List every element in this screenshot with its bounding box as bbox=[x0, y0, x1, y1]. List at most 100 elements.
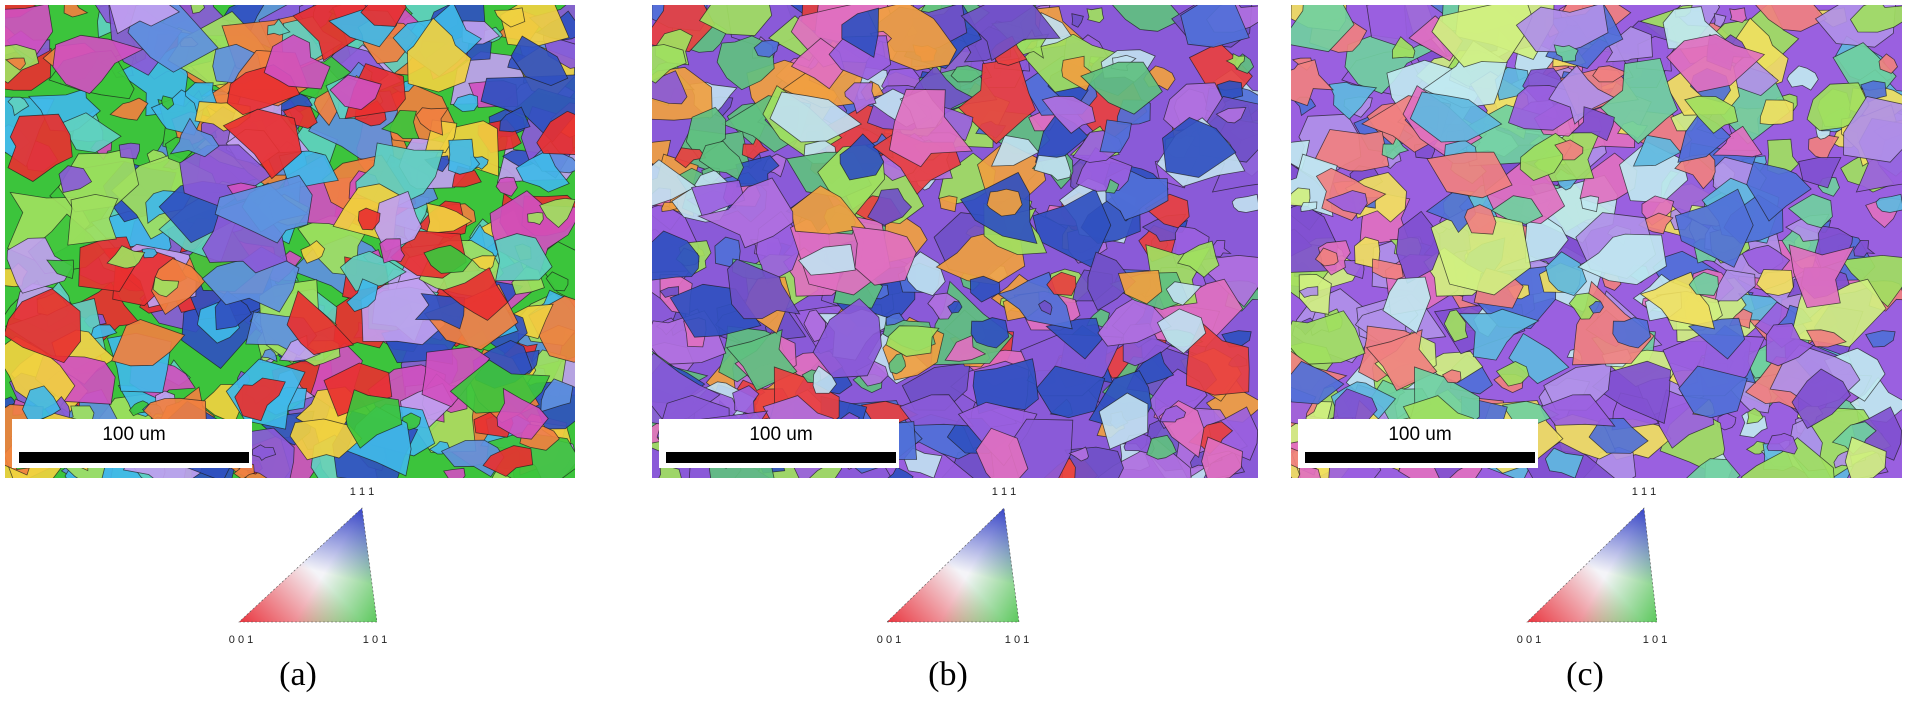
grain bbox=[944, 334, 987, 362]
grain bbox=[652, 44, 687, 84]
grain bbox=[1729, 7, 1747, 24]
grain bbox=[540, 378, 574, 413]
grain bbox=[1875, 193, 1902, 213]
grain bbox=[1553, 44, 1579, 63]
scale-bar-label: 100 um bbox=[749, 424, 812, 445]
grain bbox=[1033, 154, 1072, 181]
grain bbox=[1159, 405, 1187, 423]
grain bbox=[1678, 365, 1748, 419]
ipf-label: 0 0 1 bbox=[877, 634, 901, 646]
grain bbox=[698, 5, 773, 37]
grain bbox=[1525, 215, 1569, 264]
grain bbox=[22, 385, 62, 425]
grain bbox=[1180, 5, 1250, 48]
grain bbox=[1766, 432, 1798, 455]
grain bbox=[885, 325, 940, 357]
grain bbox=[263, 34, 331, 90]
grain bbox=[527, 212, 544, 225]
grain bbox=[1878, 53, 1898, 74]
grain bbox=[381, 109, 420, 140]
grain bbox=[1112, 5, 1184, 32]
grain bbox=[111, 319, 186, 367]
grain bbox=[1038, 299, 1053, 316]
grain bbox=[1464, 204, 1497, 235]
grain bbox=[515, 149, 570, 193]
grain bbox=[1162, 117, 1237, 178]
grain bbox=[950, 65, 987, 83]
grain bbox=[1201, 436, 1243, 478]
grain bbox=[1382, 276, 1432, 334]
grain bbox=[1291, 5, 1355, 53]
grain bbox=[169, 117, 220, 158]
grain bbox=[990, 134, 1040, 167]
grain bbox=[938, 195, 958, 213]
grain bbox=[63, 5, 89, 18]
grain bbox=[545, 271, 569, 292]
ipf-label: 1 1 1 bbox=[1632, 486, 1656, 498]
grain bbox=[697, 177, 794, 249]
grain bbox=[1300, 201, 1318, 212]
scale-bar bbox=[1305, 452, 1535, 463]
grain bbox=[698, 140, 744, 181]
grain bbox=[1071, 13, 1084, 28]
grain bbox=[1599, 57, 1678, 145]
grain bbox=[46, 259, 75, 280]
grain bbox=[1426, 151, 1513, 199]
grain bbox=[1746, 161, 1812, 222]
grain bbox=[1688, 271, 1719, 296]
grain bbox=[867, 188, 913, 226]
grain bbox=[753, 39, 780, 58]
grain bbox=[141, 248, 158, 259]
grain bbox=[1788, 244, 1855, 309]
grain bbox=[1545, 251, 1587, 297]
grain bbox=[1554, 139, 1584, 161]
grain bbox=[659, 286, 680, 298]
scale-bar-label: 100 um bbox=[102, 424, 165, 445]
grain bbox=[1291, 310, 1366, 365]
grain bbox=[510, 35, 569, 87]
grain bbox=[6, 237, 74, 294]
grain bbox=[52, 34, 144, 95]
ipf-shade bbox=[1527, 508, 1657, 622]
grain bbox=[1684, 95, 1739, 134]
grain bbox=[222, 108, 302, 180]
grain bbox=[1156, 308, 1207, 355]
grain bbox=[152, 276, 180, 298]
grain bbox=[1666, 33, 1766, 93]
grain bbox=[1099, 119, 1132, 154]
grain bbox=[252, 444, 277, 461]
ipf-outline bbox=[886, 507, 1020, 623]
grain bbox=[1592, 65, 1629, 83]
grain bbox=[1805, 329, 1847, 348]
grain bbox=[89, 324, 118, 341]
grain bbox=[1759, 99, 1794, 125]
grain bbox=[190, 5, 205, 14]
grain bbox=[1865, 330, 1896, 348]
scale-bar bbox=[666, 452, 896, 463]
grain bbox=[885, 312, 905, 326]
grain bbox=[109, 5, 181, 35]
grain bbox=[727, 258, 801, 320]
grain bbox=[1687, 317, 1746, 360]
grain bbox=[1712, 125, 1763, 158]
grain bbox=[888, 88, 973, 168]
ebsd-map bbox=[5, 5, 575, 478]
grain bbox=[118, 142, 141, 160]
panel-label: (c) bbox=[1566, 656, 1604, 693]
grain bbox=[741, 136, 770, 160]
grain bbox=[1297, 465, 1321, 478]
grain bbox=[1674, 188, 1754, 268]
grain bbox=[234, 377, 286, 422]
grain bbox=[1146, 434, 1177, 460]
grain bbox=[1756, 269, 1795, 296]
grain bbox=[106, 245, 146, 269]
grain bbox=[797, 243, 856, 276]
grain bbox=[1544, 447, 1584, 478]
ipf-outline bbox=[238, 507, 378, 623]
grain bbox=[1431, 5, 1533, 68]
grain bbox=[1225, 52, 1246, 70]
grain bbox=[1133, 351, 1175, 385]
grain bbox=[674, 147, 707, 169]
grain bbox=[1291, 59, 1335, 107]
